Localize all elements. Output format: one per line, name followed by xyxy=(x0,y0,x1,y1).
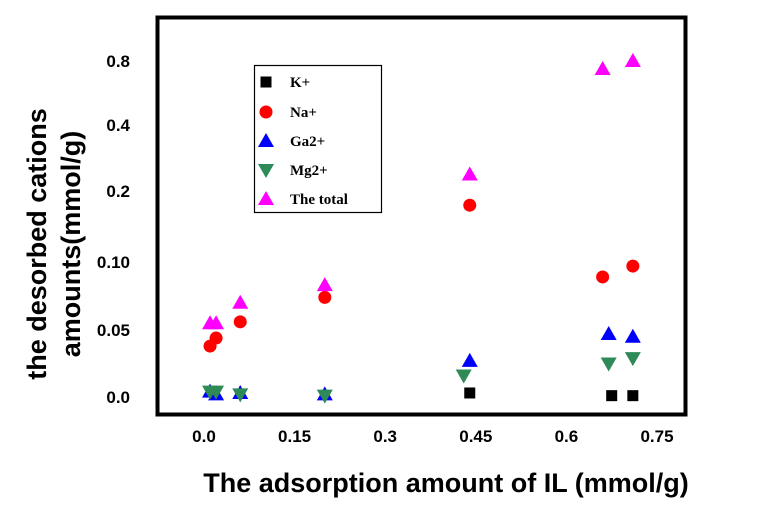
x-tick-label: 0.45 xyxy=(459,427,492,446)
data-point-mg2 xyxy=(455,369,472,384)
legend-label-mg2: Mg2+ xyxy=(290,163,328,179)
y-tick-label: 0.4 xyxy=(106,116,130,135)
x-tick-label: 0.75 xyxy=(640,427,673,446)
data-point-the-total xyxy=(232,294,249,309)
data-point-the-total xyxy=(461,166,478,181)
x-axis-label: The adsorption amount of IL (mmol/g) xyxy=(203,468,688,498)
data-point-na xyxy=(463,198,477,212)
data-point-na xyxy=(209,331,223,345)
data-point-mg2 xyxy=(316,389,333,404)
data-point-na xyxy=(233,315,247,329)
y-tick-label: 0.05 xyxy=(97,321,130,340)
y-tick-label: 0.2 xyxy=(106,182,130,201)
y-axis-label-line-2: amounts(mmol/g) xyxy=(56,131,86,358)
data-point-k xyxy=(627,390,639,402)
legend-label-ga2: Ga2+ xyxy=(290,134,325,150)
legend-marker-mg2 xyxy=(258,164,274,178)
data-point-mg2 xyxy=(208,385,225,400)
y-tick-label: 0.8 xyxy=(106,52,130,71)
legend-label-k: K+ xyxy=(290,75,310,91)
data-point-k xyxy=(464,387,476,399)
y-tick-label: 0.10 xyxy=(97,253,130,272)
x-tick-label: 0.3 xyxy=(373,427,397,446)
legend-box xyxy=(253,64,383,214)
data-point-the-total xyxy=(208,315,225,330)
x-tick-label: 0.6 xyxy=(555,427,579,446)
legend: K+ Na+ Ga2+ Mg2+ The total xyxy=(253,64,383,214)
axis-ticks: 0.0 0.15 0.3 0.45 0.6 0.75 0.0 0.05 0.10 0.2 0.4 0.… xyxy=(97,52,674,446)
data-point-mg2 xyxy=(600,357,617,372)
data-point-na xyxy=(596,270,610,284)
legend-marker-ga2 xyxy=(258,133,274,147)
y-axis-label-line-1: the desorbed cations xyxy=(22,108,52,380)
data-point-the-total xyxy=(316,277,333,292)
data-point-the-total xyxy=(624,53,641,67)
data-point-na xyxy=(318,290,332,304)
data-points xyxy=(202,53,641,404)
data-point-mg2 xyxy=(232,388,249,403)
data-point-ga2 xyxy=(624,328,641,343)
legend-marker-na xyxy=(259,105,273,119)
data-point-the-total xyxy=(594,61,611,75)
x-tick-label: 0.15 xyxy=(278,427,311,446)
plot-frame xyxy=(155,15,688,417)
x-tick-label: 0.0 xyxy=(192,427,216,446)
data-point-na xyxy=(626,259,640,273)
legend-label-na: Na+ xyxy=(290,105,317,121)
legend-marker-k xyxy=(260,76,272,88)
y-tick-label: 0.0 xyxy=(106,388,130,407)
legend-marker-the-total xyxy=(258,191,274,205)
data-point-ga2 xyxy=(461,352,478,367)
legend-label-the-total: The total xyxy=(290,192,348,208)
data-point-k xyxy=(606,390,618,402)
data-point-ga2 xyxy=(600,326,617,341)
data-point-mg2 xyxy=(624,352,641,367)
